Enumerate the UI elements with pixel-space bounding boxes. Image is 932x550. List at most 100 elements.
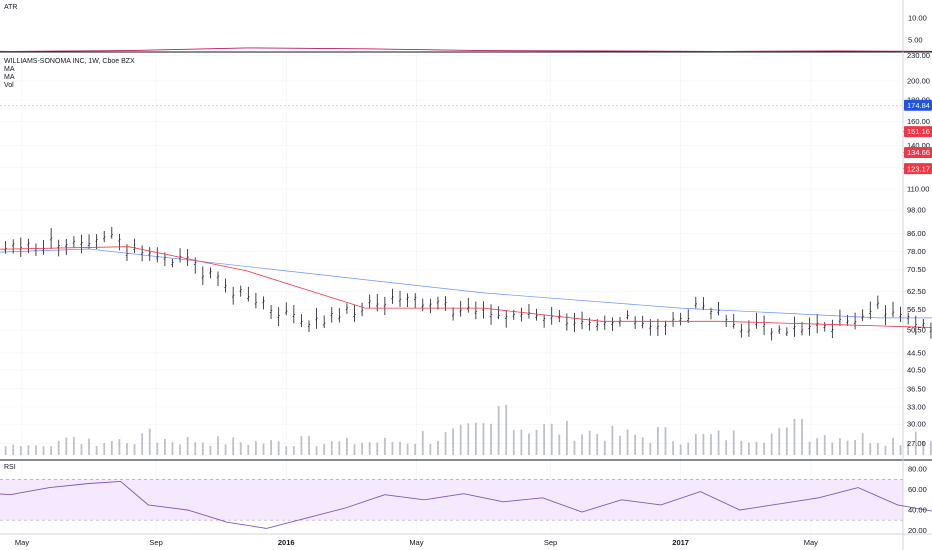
volume-bar	[406, 443, 409, 455]
price-level-lines	[0, 104, 932, 169]
volume-bar	[65, 437, 68, 455]
price-bars	[4, 226, 932, 341]
price-tick-label: 140.00	[907, 141, 930, 150]
volume-bar	[543, 424, 546, 455]
volume-bar	[490, 423, 492, 455]
volume-bar	[118, 439, 121, 455]
indicator-label-ma-2: MA	[4, 74, 15, 81]
price-tick-label: 30.00	[907, 420, 926, 429]
price-tick-label: 78.00	[907, 247, 926, 256]
volume-bar	[535, 430, 538, 455]
rsi-tick-label: 80.00	[908, 465, 927, 474]
volume-bar	[376, 442, 379, 455]
volume-bar	[664, 427, 667, 455]
volume-bar	[679, 444, 682, 455]
volume-bar	[285, 446, 288, 455]
price-tag-label: 174.84	[907, 101, 930, 110]
volume-bar	[861, 433, 864, 455]
volume-bar	[831, 442, 834, 455]
volume-bar	[186, 436, 189, 455]
volume-bar	[399, 441, 401, 455]
volume-bar	[914, 431, 917, 455]
volume-bar	[141, 433, 144, 455]
volume-bar	[505, 404, 508, 455]
volume-bar	[95, 445, 98, 455]
price-tick-label: 70.50	[907, 265, 926, 274]
volume-bar	[528, 433, 530, 455]
volume-bar	[300, 436, 303, 455]
volume-bars	[4, 404, 932, 455]
volume-bar	[763, 442, 765, 455]
volume-bar	[27, 445, 30, 455]
price-tick-label: 33.00	[907, 402, 926, 411]
price-tick-label: 110.00	[907, 185, 929, 194]
volume-bar	[353, 444, 356, 455]
volume-bar	[459, 424, 462, 455]
time-tick-label: May	[409, 538, 423, 547]
price-tag-label: 123.17	[907, 164, 930, 173]
volume-bar	[110, 441, 113, 455]
atr-axis: 10.00 5.00	[908, 14, 927, 45]
volume-bar	[50, 446, 53, 455]
rsi-line	[0, 480, 932, 529]
time-axis: May Sep 2016 May Sep 2017 May	[15, 538, 818, 547]
price-tick-label: 160.00	[907, 117, 930, 126]
volume-bar	[581, 434, 583, 455]
volume-bar	[558, 434, 561, 455]
volume-bar	[474, 422, 477, 455]
volume-bar	[148, 428, 151, 455]
volume-bar	[846, 440, 849, 455]
volume-bar	[88, 438, 90, 455]
volume-bar	[770, 433, 773, 455]
volume-bar	[801, 419, 803, 455]
price-tick-label: 62.50	[907, 287, 926, 296]
volume-bar	[209, 445, 212, 455]
ma-slow-line	[0, 248, 932, 319]
volume-bar	[262, 443, 265, 455]
time-tick-label: Sep	[149, 538, 162, 547]
price-tag-label: 134.66	[907, 148, 930, 157]
volume-bar	[603, 440, 606, 455]
price-tick-label: 50.50	[907, 326, 926, 335]
rsi-label: RSI	[4, 464, 16, 471]
volume-bar	[171, 442, 174, 455]
volume-bar	[656, 427, 659, 455]
price-tick-label: 36.50	[907, 384, 926, 393]
volume-bar	[133, 444, 136, 455]
volume-bar	[710, 434, 712, 455]
volume-bar	[732, 430, 735, 455]
volume-bar	[346, 437, 348, 455]
time-tick-label: May	[804, 538, 818, 547]
volume-bar	[816, 438, 819, 455]
volume-bar	[907, 441, 910, 455]
volume-bar	[368, 442, 371, 455]
price-tag-box	[904, 163, 932, 175]
rsi-tick-label: 40.00	[908, 506, 927, 515]
symbol-label: WILLIAMS-SONOMA INC, 1W, Cboe BZX	[4, 58, 135, 65]
volume-bar	[573, 440, 576, 455]
price-tick-label: 98.00	[907, 206, 926, 215]
volume-bar	[315, 446, 318, 455]
volume-bar	[292, 446, 295, 455]
volume-bar	[467, 423, 470, 455]
volume-bar	[876, 443, 879, 455]
price-axis: 230.00200.00180.00160.00140.00124.00110.…	[907, 51, 930, 448]
volume-bar	[869, 443, 872, 455]
volume-bar	[255, 441, 257, 455]
volume-bar	[217, 436, 219, 455]
volume-bar	[391, 441, 394, 455]
volume-bar	[755, 441, 758, 455]
rsi-axis: 80.00 60.00 40.00 20.00	[908, 465, 927, 535]
atr-tick-label: 5.00	[908, 36, 923, 45]
volume-bar	[4, 446, 7, 455]
volume-bar	[892, 437, 894, 455]
volume-bar	[437, 441, 439, 455]
volume-bar	[201, 442, 204, 455]
rsi-band-fill	[0, 479, 903, 521]
ma-fast-line	[0, 246, 932, 328]
volume-bar	[565, 420, 568, 455]
volume-bar	[793, 418, 796, 455]
volume-bar	[482, 423, 485, 455]
